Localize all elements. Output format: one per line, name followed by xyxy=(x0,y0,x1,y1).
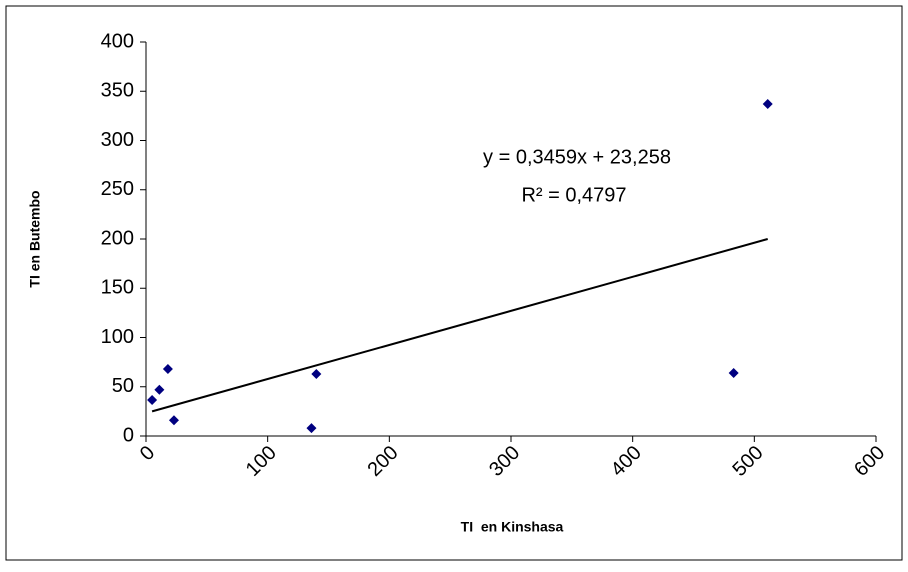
y-tick-label: 400 xyxy=(101,30,134,52)
y-tick-label: 150 xyxy=(101,277,134,299)
y-tick-label: 300 xyxy=(101,129,134,151)
y-tick-label: 250 xyxy=(101,178,134,200)
data-point xyxy=(728,367,739,378)
trendline xyxy=(151,238,768,413)
data-point xyxy=(762,99,773,110)
data-point xyxy=(168,415,179,426)
y-axis-title: TI en Butembo xyxy=(27,190,43,287)
y-tick-label: 200 xyxy=(101,227,134,249)
y-tick-label: 0 xyxy=(123,424,134,446)
y-tick-label: 100 xyxy=(101,326,134,348)
data-point xyxy=(147,395,158,406)
data-point xyxy=(162,364,173,375)
chart-frame xyxy=(5,5,903,561)
data-point xyxy=(311,368,322,379)
data-point xyxy=(154,384,165,395)
y-tick-label: 350 xyxy=(101,80,134,102)
trend-equation: y = 0,3459x + 23,258 xyxy=(483,146,671,168)
x-axis-title: TI en Kinshasa xyxy=(461,519,564,535)
y-tick-label: 50 xyxy=(112,375,134,397)
data-point xyxy=(306,423,317,434)
trend-r-squared: R² = 0,4797 xyxy=(521,184,626,206)
